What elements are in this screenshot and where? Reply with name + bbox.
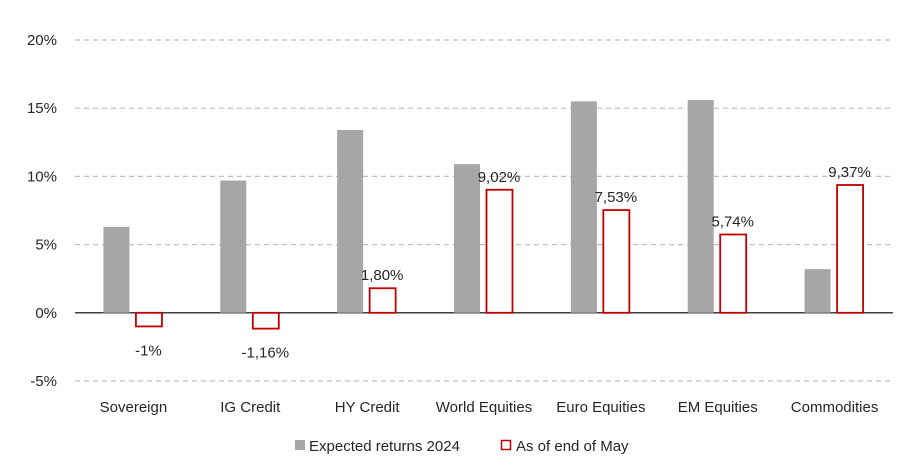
data-label: 5,74%	[711, 214, 754, 231]
bar-expected	[687, 100, 714, 313]
bar-expected	[220, 180, 247, 313]
x-category-label: Sovereign	[100, 399, 168, 416]
legend-swatch-actual	[500, 439, 512, 451]
y-tick-label: 10%	[27, 168, 57, 185]
data-label: -1%	[135, 342, 162, 359]
legend-label-actual: As of end of May	[516, 438, 629, 455]
bar-actual	[602, 209, 631, 314]
bar-expected	[454, 164, 480, 313]
y-tick-label: 0%	[35, 305, 57, 322]
x-category-label: World Equities	[436, 399, 532, 416]
data-label: 9,37%	[828, 164, 871, 181]
data-label: 7,53%	[595, 189, 638, 206]
y-tick-label: 15%	[27, 100, 57, 117]
bar-actual	[719, 233, 748, 314]
y-tick-label: 5%	[35, 237, 57, 254]
legend-swatch-expected	[295, 440, 305, 450]
x-category-label: Euro Equities	[556, 399, 645, 416]
x-category-label: IG Credit	[220, 399, 281, 416]
bar-expected	[804, 269, 831, 313]
x-category-label: EM Equities	[678, 399, 758, 416]
bar-actual	[251, 311, 280, 330]
x-category-label: HY Credit	[335, 399, 401, 416]
bar-expected	[103, 226, 130, 313]
bar-expected	[570, 101, 597, 313]
x-category-label: Commodities	[791, 399, 879, 416]
bar-expected	[337, 130, 364, 313]
data-label: 1,80%	[361, 267, 404, 284]
legend: Expected returns 2024 As of end of May	[295, 438, 629, 455]
data-label: 9,02%	[478, 169, 521, 186]
legend-label-expected: Expected returns 2024	[309, 438, 460, 455]
bar-actual	[368, 287, 397, 314]
y-tick-label: 20%	[27, 32, 57, 49]
y-tick-label: -5%	[30, 373, 57, 390]
bar-actual	[836, 184, 864, 314]
data-label: -1,16%	[242, 345, 290, 362]
bar-actual	[135, 311, 163, 328]
bar-actual	[485, 188, 514, 314]
